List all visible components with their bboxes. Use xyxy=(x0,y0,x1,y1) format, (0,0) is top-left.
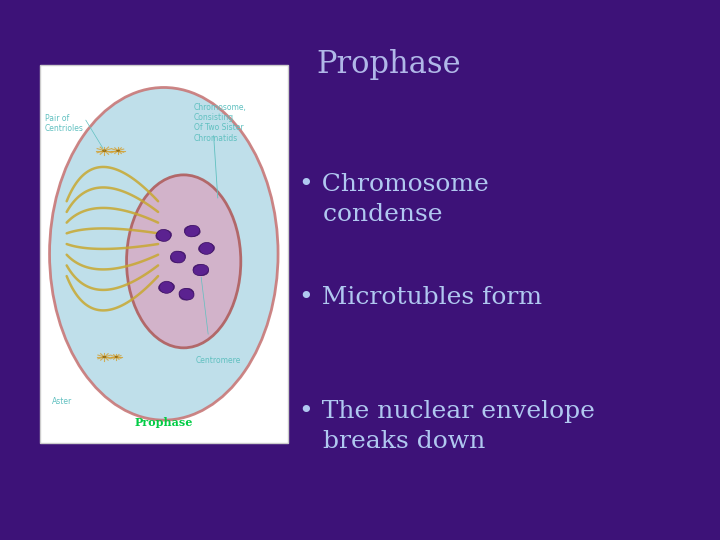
Ellipse shape xyxy=(179,288,194,300)
Ellipse shape xyxy=(117,150,120,151)
Ellipse shape xyxy=(193,265,209,275)
Ellipse shape xyxy=(185,225,199,237)
Text: Pair of
Centrioles: Pair of Centrioles xyxy=(45,114,84,133)
Ellipse shape xyxy=(193,265,209,275)
Ellipse shape xyxy=(103,356,106,357)
Bar xyxy=(40,65,288,443)
Ellipse shape xyxy=(171,251,185,263)
Text: Chromosome,
Consisting
Of Two Sister
Chromatids: Chromosome, Consisting Of Two Sister Chr… xyxy=(194,103,246,143)
Ellipse shape xyxy=(199,243,215,254)
Ellipse shape xyxy=(159,281,174,293)
Ellipse shape xyxy=(158,282,174,293)
Ellipse shape xyxy=(156,230,171,241)
Text: Aster: Aster xyxy=(52,397,72,407)
Ellipse shape xyxy=(103,150,106,151)
Ellipse shape xyxy=(127,175,240,348)
Text: Centromere: Centromere xyxy=(196,356,241,365)
Ellipse shape xyxy=(199,242,214,254)
Ellipse shape xyxy=(50,87,278,420)
Ellipse shape xyxy=(156,230,171,241)
Text: • Microtubles form: • Microtubles form xyxy=(299,286,541,309)
Text: • Chromosome
   condense: • Chromosome condense xyxy=(299,173,489,226)
Ellipse shape xyxy=(184,226,200,237)
Ellipse shape xyxy=(171,251,186,263)
Text: • The nuclear envelope
   breaks down: • The nuclear envelope breaks down xyxy=(299,400,595,453)
Text: Prophase: Prophase xyxy=(135,417,193,428)
Ellipse shape xyxy=(179,288,194,300)
Text: Prophase: Prophase xyxy=(317,49,461,80)
Ellipse shape xyxy=(115,356,117,357)
